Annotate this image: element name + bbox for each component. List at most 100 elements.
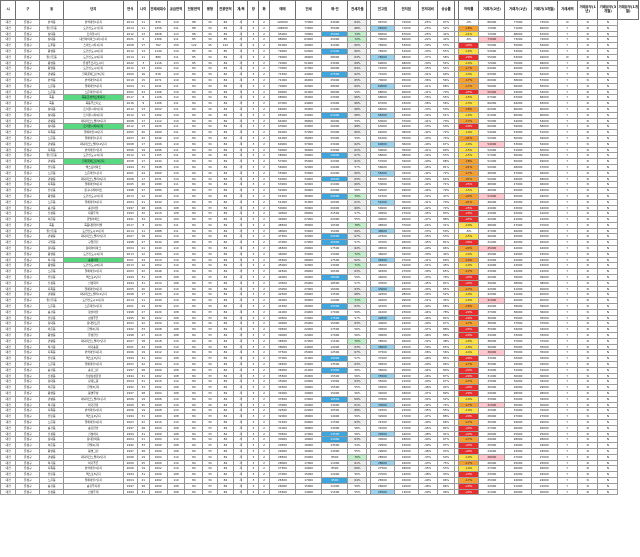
column-header[interactable]: 거래유무(3개월) [597, 0, 619, 20]
table-row[interactable]: 대전 유성구 노은동 열매마을1단지 2003 22 1046 110 84 34 84 계 3 2 610… [0, 134, 639, 142]
table-row[interactable]: 대전 유성구 지족동 반석마을7단지 2006 19 1096 111 84 34 84 계 3 2 590… [0, 146, 639, 154]
table-cell[interactable]: -10% [458, 221, 480, 229]
table-cell[interactable]: 대전 [0, 42, 17, 49]
table-cell[interactable]: N [597, 158, 619, 165]
table-cell[interactable]: 유성구 [15, 53, 41, 61]
column-header[interactable]: 전체세대수 [148, 0, 168, 20]
table-cell[interactable]: 34 [202, 245, 218, 252]
table-row[interactable]: 대전 유성구 관평동 대덕테크노밸리3단지 2007 18 1024 110 84 34 84 계 3 2… [0, 233, 639, 241]
table-cell[interactable]: 계 [233, 233, 249, 241]
table-cell[interactable]: -40% [417, 245, 438, 252]
table-cell[interactable]: -15% [458, 233, 480, 241]
table-cell[interactable]: N [597, 187, 619, 194]
table-cell[interactable]: 47% [436, 192, 456, 200]
table-cell[interactable]: 계 [233, 488, 249, 496]
table-cell[interactable]: 53% [436, 152, 456, 160]
table-cell[interactable]: -8% [458, 36, 480, 44]
table-cell[interactable]: 34 [202, 140, 218, 148]
table-row[interactable]: 대전 유성구 관평동 대덕테크노밸리7단지 2007 18 1018 110 84 34 84 계 3 2… [0, 337, 639, 345]
table-cell[interactable]: 62% [347, 140, 368, 148]
table-cell[interactable]: 25000 [321, 134, 349, 142]
table-cell[interactable]: 33 [202, 204, 218, 212]
table-cell[interactable]: 2007 [122, 233, 138, 241]
table-cell[interactable]: 53% [436, 42, 456, 49]
table-cell[interactable]: -41% [417, 146, 438, 154]
table-cell[interactable]: 대전 [0, 146, 17, 154]
table-cell[interactable]: 34 [202, 36, 218, 44]
table-cell[interactable]: 67% [347, 233, 368, 241]
table-row[interactable]: 대전 유성구 어은동 한빛2단지 1992 33 1008 108 84 33 84 계 3 2 39500… [0, 326, 639, 334]
table-cell[interactable]: 2001 [122, 169, 138, 177]
table-cell[interactable]: 74% [347, 30, 368, 38]
table-cell[interactable]: 69% [436, 146, 456, 154]
table-cell[interactable]: 2014 [122, 227, 138, 235]
table-cell[interactable]: -42% [417, 169, 438, 177]
table-cell[interactable]: N [597, 123, 619, 131]
table-cell[interactable]: 1991 [122, 216, 138, 223]
table-cell[interactable]: 34 [202, 134, 218, 142]
table-cell[interactable]: 계 [233, 192, 249, 200]
table-row[interactable]: 대전 유성구 봉명동 도안신도시4단지 2013 12 1060 110 84 34 84 계 3 2 46… [0, 250, 639, 258]
table-cell[interactable]: N [577, 488, 599, 496]
table-cell[interactable]: 20000 [321, 198, 349, 206]
table-row[interactable]: 대전 유성구 죽동 죽동금성백조예미지 2017 8 1126 112 84 34 84 계 3 2 680… [0, 94, 639, 102]
table-cell[interactable]: -45% [417, 239, 438, 247]
table-cell[interactable]: 대전 [0, 187, 17, 194]
table-cell[interactable]: -49% [417, 488, 438, 496]
table-cell[interactable]: 34 [202, 192, 218, 200]
table-cell[interactable]: 1994 [122, 488, 138, 496]
table-cell[interactable]: 20000 [321, 175, 349, 183]
table-cell[interactable]: 대전 [0, 192, 17, 200]
table-cell[interactable]: 45 [202, 42, 218, 49]
table-row[interactable]: 대전 유성구 신성동 신성두레 1994 31 1000 108 84 33 84 계 3 2 25500 1… [0, 488, 639, 496]
table-cell[interactable]: 유성구 [15, 488, 41, 496]
table-row[interactable]: 대전 유성구 상대동 트리풀시티6단지 2012 13 1020 111 84 34 84 계 3 2 63… [0, 123, 639, 131]
table-cell[interactable]: -29% [458, 123, 480, 131]
column-header[interactable]: 전용면적 [216, 0, 235, 20]
table-cell[interactable]: 계 [233, 169, 249, 177]
table-cell[interactable]: 대전 [0, 175, 17, 183]
table-cell[interactable]: 유성구 [15, 129, 41, 136]
table-cell[interactable]: N [597, 169, 619, 177]
table-cell[interactable]: 20000 [321, 239, 349, 247]
table-cell[interactable]: 34 [202, 53, 218, 61]
table-cell[interactable]: 계 [233, 158, 249, 165]
table-row[interactable]: 대전 유성구 전민동 엑스포5단지 1994 31 1000 108 84 33 84 계 3 2 2700… [0, 471, 639, 478]
table-cell[interactable]: N [597, 152, 619, 160]
table-cell[interactable]: -29% [458, 42, 480, 49]
column-header[interactable]: 연식 [122, 0, 138, 20]
table-row[interactable]: 대전 유성구 상대동 트리풀시티 2012 13 1828 113 88 34 84 계 3 2 95000… [0, 30, 639, 38]
table-cell[interactable]: 60% [347, 42, 368, 49]
table-cell[interactable]: 2012 [122, 48, 138, 55]
table-cell[interactable]: 72% [436, 169, 456, 177]
table-cell[interactable]: 67% [347, 152, 368, 160]
table-cell[interactable]: 2004 [122, 198, 138, 206]
table-cell[interactable]: 60% [347, 181, 368, 189]
table-cell[interactable]: 79% [436, 187, 456, 194]
table-row[interactable]: 대전 유성구 봉명동 도안신도시2단지 2012 13 1204 112 84 34 84 계 3 2 73… [0, 65, 639, 73]
table-cell[interactable]: 계 [233, 227, 249, 235]
table-cell[interactable]: -35% [417, 233, 438, 241]
table-cell[interactable]: 19000 [321, 152, 349, 160]
column-header[interactable]: 전세가율 [347, 0, 368, 20]
table-cell[interactable]: 계 [233, 36, 249, 44]
table-cell[interactable]: 계 [233, 146, 249, 154]
table-row[interactable]: 대전 유성구 원신흥동 도안신도시9단지 2014 11 880 111 85 34 84 계 3 2 76… [0, 53, 639, 61]
column-header[interactable]: 계/복 [233, 0, 249, 20]
table-row[interactable]: 대전 유성구 구암동 구암한진 1998 27 1044 108 84 33 84 계 3 2 47000 2… [0, 239, 639, 247]
column-header[interactable]: 거래가(2년) [478, 0, 506, 20]
table-cell[interactable]: 34 [202, 175, 218, 183]
table-cell[interactable]: N [597, 140, 619, 148]
table-cell[interactable]: -43% [417, 134, 438, 142]
table-cell[interactable]: 대전 [0, 30, 17, 38]
table-cell[interactable]: 83% [436, 210, 456, 218]
table-cell[interactable]: 55% [347, 488, 368, 496]
table-cell[interactable]: 14000 [295, 488, 323, 496]
table-cell[interactable]: 22000 [321, 187, 349, 194]
table-cell[interactable]: 2003 [122, 134, 138, 142]
table-cell[interactable]: 78% [347, 221, 368, 229]
table-cell[interactable]: 2013 [122, 192, 138, 200]
column-header[interactable]: 단지 [63, 0, 124, 20]
table-cell[interactable]: -42% [417, 204, 438, 212]
table-cell[interactable]: 55% [347, 216, 368, 223]
